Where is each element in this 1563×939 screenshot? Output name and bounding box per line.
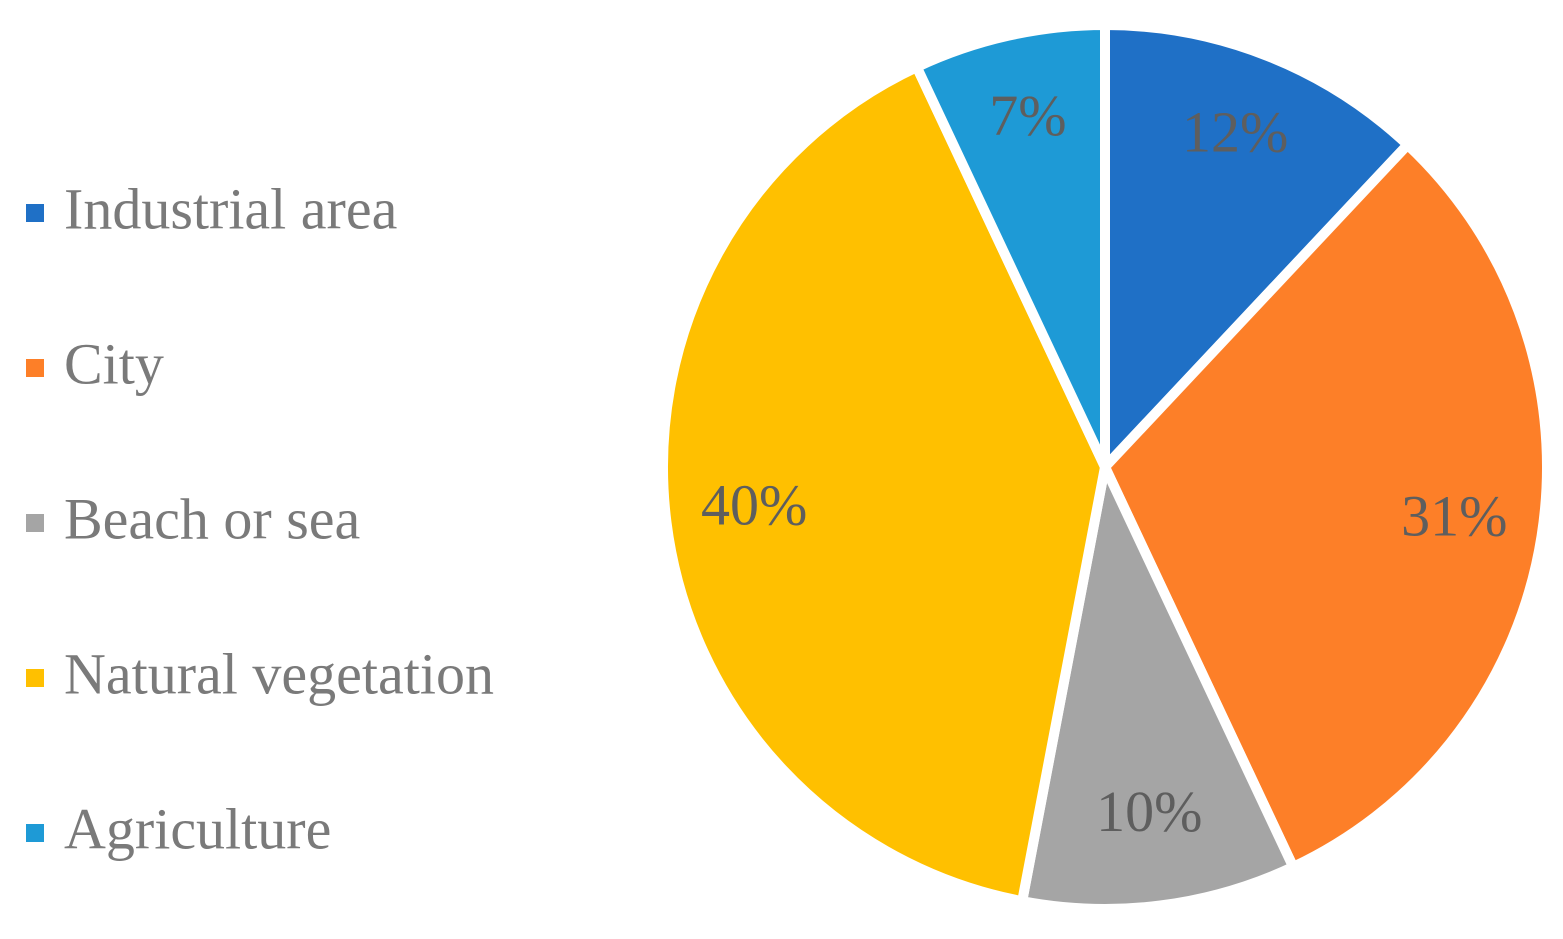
- data-label: 10%: [1096, 779, 1202, 844]
- data-label: 7%: [989, 83, 1066, 148]
- legend-label: Natural vegetation: [64, 641, 494, 706]
- legend-swatch: [26, 824, 44, 842]
- legend-label: City: [64, 331, 164, 396]
- legend-swatch: [26, 204, 44, 222]
- legend-swatch: [26, 359, 44, 377]
- pie-slice: [911, 20, 1110, 472]
- legend-swatch: [26, 669, 44, 687]
- legend-label: Agriculture: [64, 796, 331, 861]
- data-label: 12%: [1182, 100, 1288, 165]
- data-label: 40%: [701, 473, 807, 538]
- pie-slice: [1100, 139, 1552, 872]
- legend-label: Industrial area: [64, 176, 397, 241]
- legend-label: Beach or sea: [64, 486, 360, 551]
- legend-swatch: [26, 514, 44, 532]
- pie-slice: [1100, 20, 1413, 472]
- pie-slice: [1017, 462, 1299, 914]
- data-label: 31%: [1401, 484, 1507, 549]
- pie-slice: [658, 62, 1110, 907]
